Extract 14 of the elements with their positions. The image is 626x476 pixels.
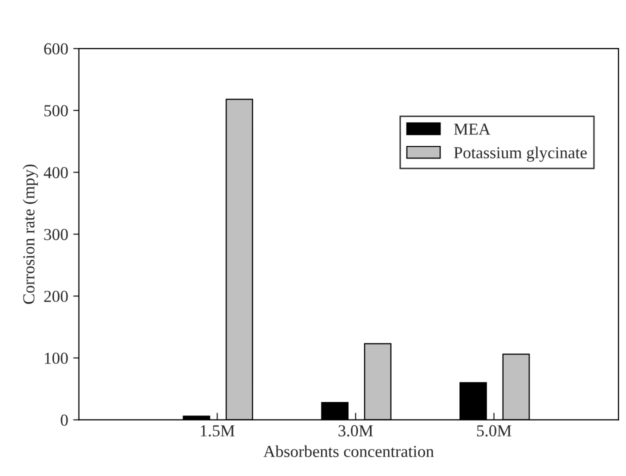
y-tick-label: 400 (44, 167, 68, 178)
x-tick-label: 5.0M (477, 425, 512, 436)
y-tick-label: 300 (44, 228, 68, 240)
y-tick-label: 500 (44, 105, 68, 116)
x-tick-label: 3.0M (338, 425, 373, 436)
legend-label: Potassium glycinate (454, 146, 587, 162)
x-axis-title: Absorbents concentration (263, 445, 434, 458)
y-tick-label: 600 (44, 43, 68, 54)
y-axis-title: Corrosion rate (mpy) (22, 164, 38, 304)
y-tick-label: 0 (60, 414, 68, 426)
y-tick-label: 200 (44, 290, 68, 302)
x-tick-label: 1.5M (200, 425, 235, 436)
legend-label: MEA (454, 124, 490, 135)
y-tick-label: 100 (44, 352, 68, 364)
